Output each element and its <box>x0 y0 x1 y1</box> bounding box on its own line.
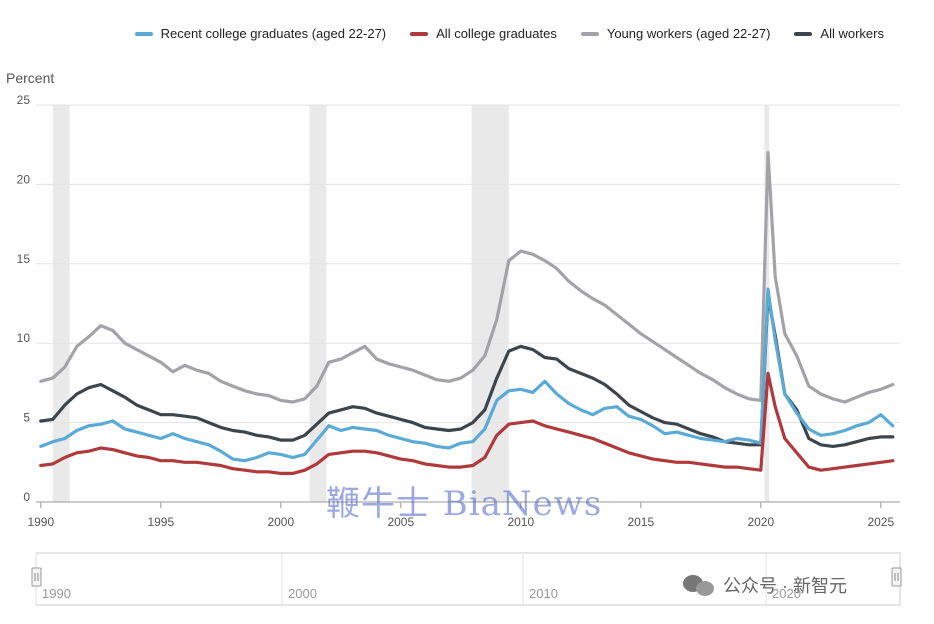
recession-band <box>309 105 327 502</box>
y-tick-label: 0 <box>23 490 30 504</box>
range-navigator: 1990 2000 2010 2020 <box>31 552 902 606</box>
wechat-attribution: 公众号 · 新智元 <box>683 572 847 598</box>
watermark: 鞭牛士 BiaNews <box>326 484 603 524</box>
recession-band <box>471 105 509 502</box>
y-axis-title: Percent <box>6 70 55 86</box>
navigator-label: 2020 <box>772 586 801 601</box>
x-tick-label: 2000 <box>267 515 294 529</box>
legend: Recent college graduates (aged 22-27) All… <box>134 26 884 41</box>
legend-item[interactable]: All workers <box>794 26 884 41</box>
y-tick-label: 5 <box>23 411 30 425</box>
y-tick-label: 20 <box>17 172 31 186</box>
legend-swatch <box>794 31 813 36</box>
y-tick-label: 25 <box>17 93 31 107</box>
x-tick-label: 2020 <box>747 515 774 529</box>
navigator-label: 2010 <box>529 586 558 601</box>
wechat-label: 公众号 · 新智元 <box>723 576 847 596</box>
legend-swatch <box>580 31 599 36</box>
series-line <box>39 287 895 463</box>
legend-label: Young workers (aged 22-27) <box>606 26 771 41</box>
grid-lines <box>36 104 900 503</box>
legend-label: All workers <box>820 26 884 41</box>
legend-item[interactable]: All college graduates <box>410 26 557 41</box>
x-tick-label: 2025 <box>867 515 894 529</box>
x-tick-label: 1995 <box>147 515 174 529</box>
navigator-label: 1990 <box>42 586 71 601</box>
legend-label: Recent college graduates (aged 22-27) <box>160 26 387 41</box>
legend-swatch <box>410 31 429 36</box>
legend-item[interactable]: Young workers (aged 22-27) <box>580 26 771 41</box>
navigator-frame <box>35 552 901 606</box>
navigator-left-handle[interactable] <box>31 567 42 587</box>
wechat-icon <box>683 573 717 597</box>
series-line <box>39 371 895 475</box>
legend-item[interactable]: Recent college graduates (aged 22-27) <box>134 26 387 41</box>
legend-label: All college graduates <box>436 26 557 41</box>
x-tick-label: 1990 <box>27 515 54 529</box>
legend-swatch <box>134 31 153 36</box>
series-line <box>39 151 895 404</box>
navigator-right-handle[interactable] <box>891 567 902 587</box>
y-tick-label: 15 <box>17 252 31 266</box>
x-tick-label: 2005 <box>387 515 414 529</box>
series-lines <box>39 151 895 475</box>
y-tick-label: 10 <box>17 331 31 345</box>
x-tick-label: 2010 <box>507 515 534 529</box>
x-tick-label: 2015 <box>627 515 654 529</box>
navigator-label: 2000 <box>288 586 317 601</box>
